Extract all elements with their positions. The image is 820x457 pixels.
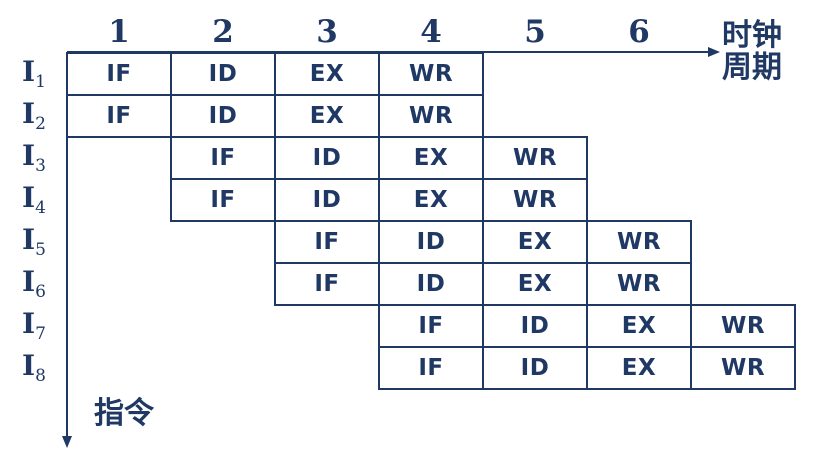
x-axis-title-line-2: 周期: [722, 50, 782, 85]
pipeline-stage-cell: ID: [482, 304, 588, 348]
pipeline-stage-cell: WR: [482, 136, 588, 180]
instruction-label-subscript: 4: [35, 198, 46, 218]
pipeline-stage-cell: IF: [66, 94, 172, 138]
pipeline-stage-cell: EX: [378, 178, 484, 222]
instruction-label-subscript: 8: [35, 366, 46, 386]
pipeline-stage-cell: EX: [274, 52, 380, 96]
instruction-label-subscript: 1: [35, 72, 46, 92]
pipeline-stage-cell: IF: [274, 262, 380, 306]
instruction-label-base: I: [22, 55, 36, 88]
clock-cycle-number: 4: [420, 14, 442, 50]
y-axis-arrow-icon: [62, 436, 72, 448]
pipeline-stage-cell: EX: [274, 94, 380, 138]
pipeline-stage-cell: ID: [274, 136, 380, 180]
clock-cycle-number: 6: [628, 14, 650, 50]
pipeline-stage-cell: WR: [690, 304, 796, 348]
instruction-label: I5: [22, 225, 46, 265]
pipeline-stage-cell: ID: [482, 346, 588, 390]
pipeline-stage-cell: ID: [170, 52, 276, 96]
pipeline-stage-cell: EX: [586, 346, 692, 390]
instruction-label-base: I: [22, 181, 36, 214]
instruction-label-base: I: [22, 307, 36, 340]
pipeline-stage-cell: WR: [586, 220, 692, 264]
y-axis-title: 指令: [94, 396, 154, 431]
pipeline-stage-cell: WR: [378, 52, 484, 96]
clock-cycle-number: 2: [212, 14, 234, 50]
pipeline-stage-cell: IF: [170, 136, 276, 180]
instruction-label-base: I: [22, 139, 36, 172]
pipeline-stage-cell: ID: [378, 220, 484, 264]
pipeline-stage-cell: WR: [482, 178, 588, 222]
instruction-label: I7: [22, 309, 46, 349]
pipeline-stage-cell: EX: [378, 136, 484, 180]
instruction-label-subscript: 5: [35, 240, 46, 260]
pipeline-stage-cell: IF: [66, 52, 172, 96]
clock-cycle-number: 3: [316, 14, 338, 50]
instruction-label: I2: [22, 99, 46, 139]
instruction-label-base: I: [22, 223, 36, 256]
pipeline-stage-cell: WR: [586, 262, 692, 306]
instruction-label-base: I: [22, 265, 36, 298]
pipeline-stage-cell: IF: [274, 220, 380, 264]
clock-cycle-number: 1: [108, 14, 130, 50]
pipeline-stage-cell: IF: [378, 346, 484, 390]
pipeline-stage-cell: ID: [274, 178, 380, 222]
instruction-label-subscript: 3: [35, 156, 46, 176]
instruction-label: I8: [22, 351, 46, 391]
instruction-label-subscript: 2: [35, 114, 46, 134]
instruction-label: I3: [22, 141, 46, 181]
x-axis-title-line-1: 时钟: [722, 18, 782, 53]
clock-cycle-number: 5: [524, 14, 546, 50]
instruction-label: I4: [22, 183, 46, 223]
x-axis-arrow-icon: [708, 47, 720, 57]
pipeline-stage-cell: WR: [378, 94, 484, 138]
instruction-label-base: I: [22, 97, 36, 130]
instruction-label-base: I: [22, 349, 36, 382]
pipeline-stage-cell: EX: [482, 220, 588, 264]
pipeline-stage-cell: ID: [170, 94, 276, 138]
instruction-label-subscript: 7: [35, 324, 46, 344]
pipeline-stage-cell: IF: [378, 304, 484, 348]
pipeline-stage-cell: EX: [586, 304, 692, 348]
pipeline-stage-cell: EX: [482, 262, 588, 306]
x-axis-title: 时钟 周期: [722, 20, 782, 84]
pipeline-stage-cell: IF: [170, 178, 276, 222]
pipeline-stage-cell: ID: [378, 262, 484, 306]
instruction-label: I1: [22, 57, 46, 97]
instruction-label-subscript: 6: [35, 282, 46, 302]
instruction-label: I6: [22, 267, 46, 307]
pipeline-stage-cell: WR: [690, 346, 796, 390]
